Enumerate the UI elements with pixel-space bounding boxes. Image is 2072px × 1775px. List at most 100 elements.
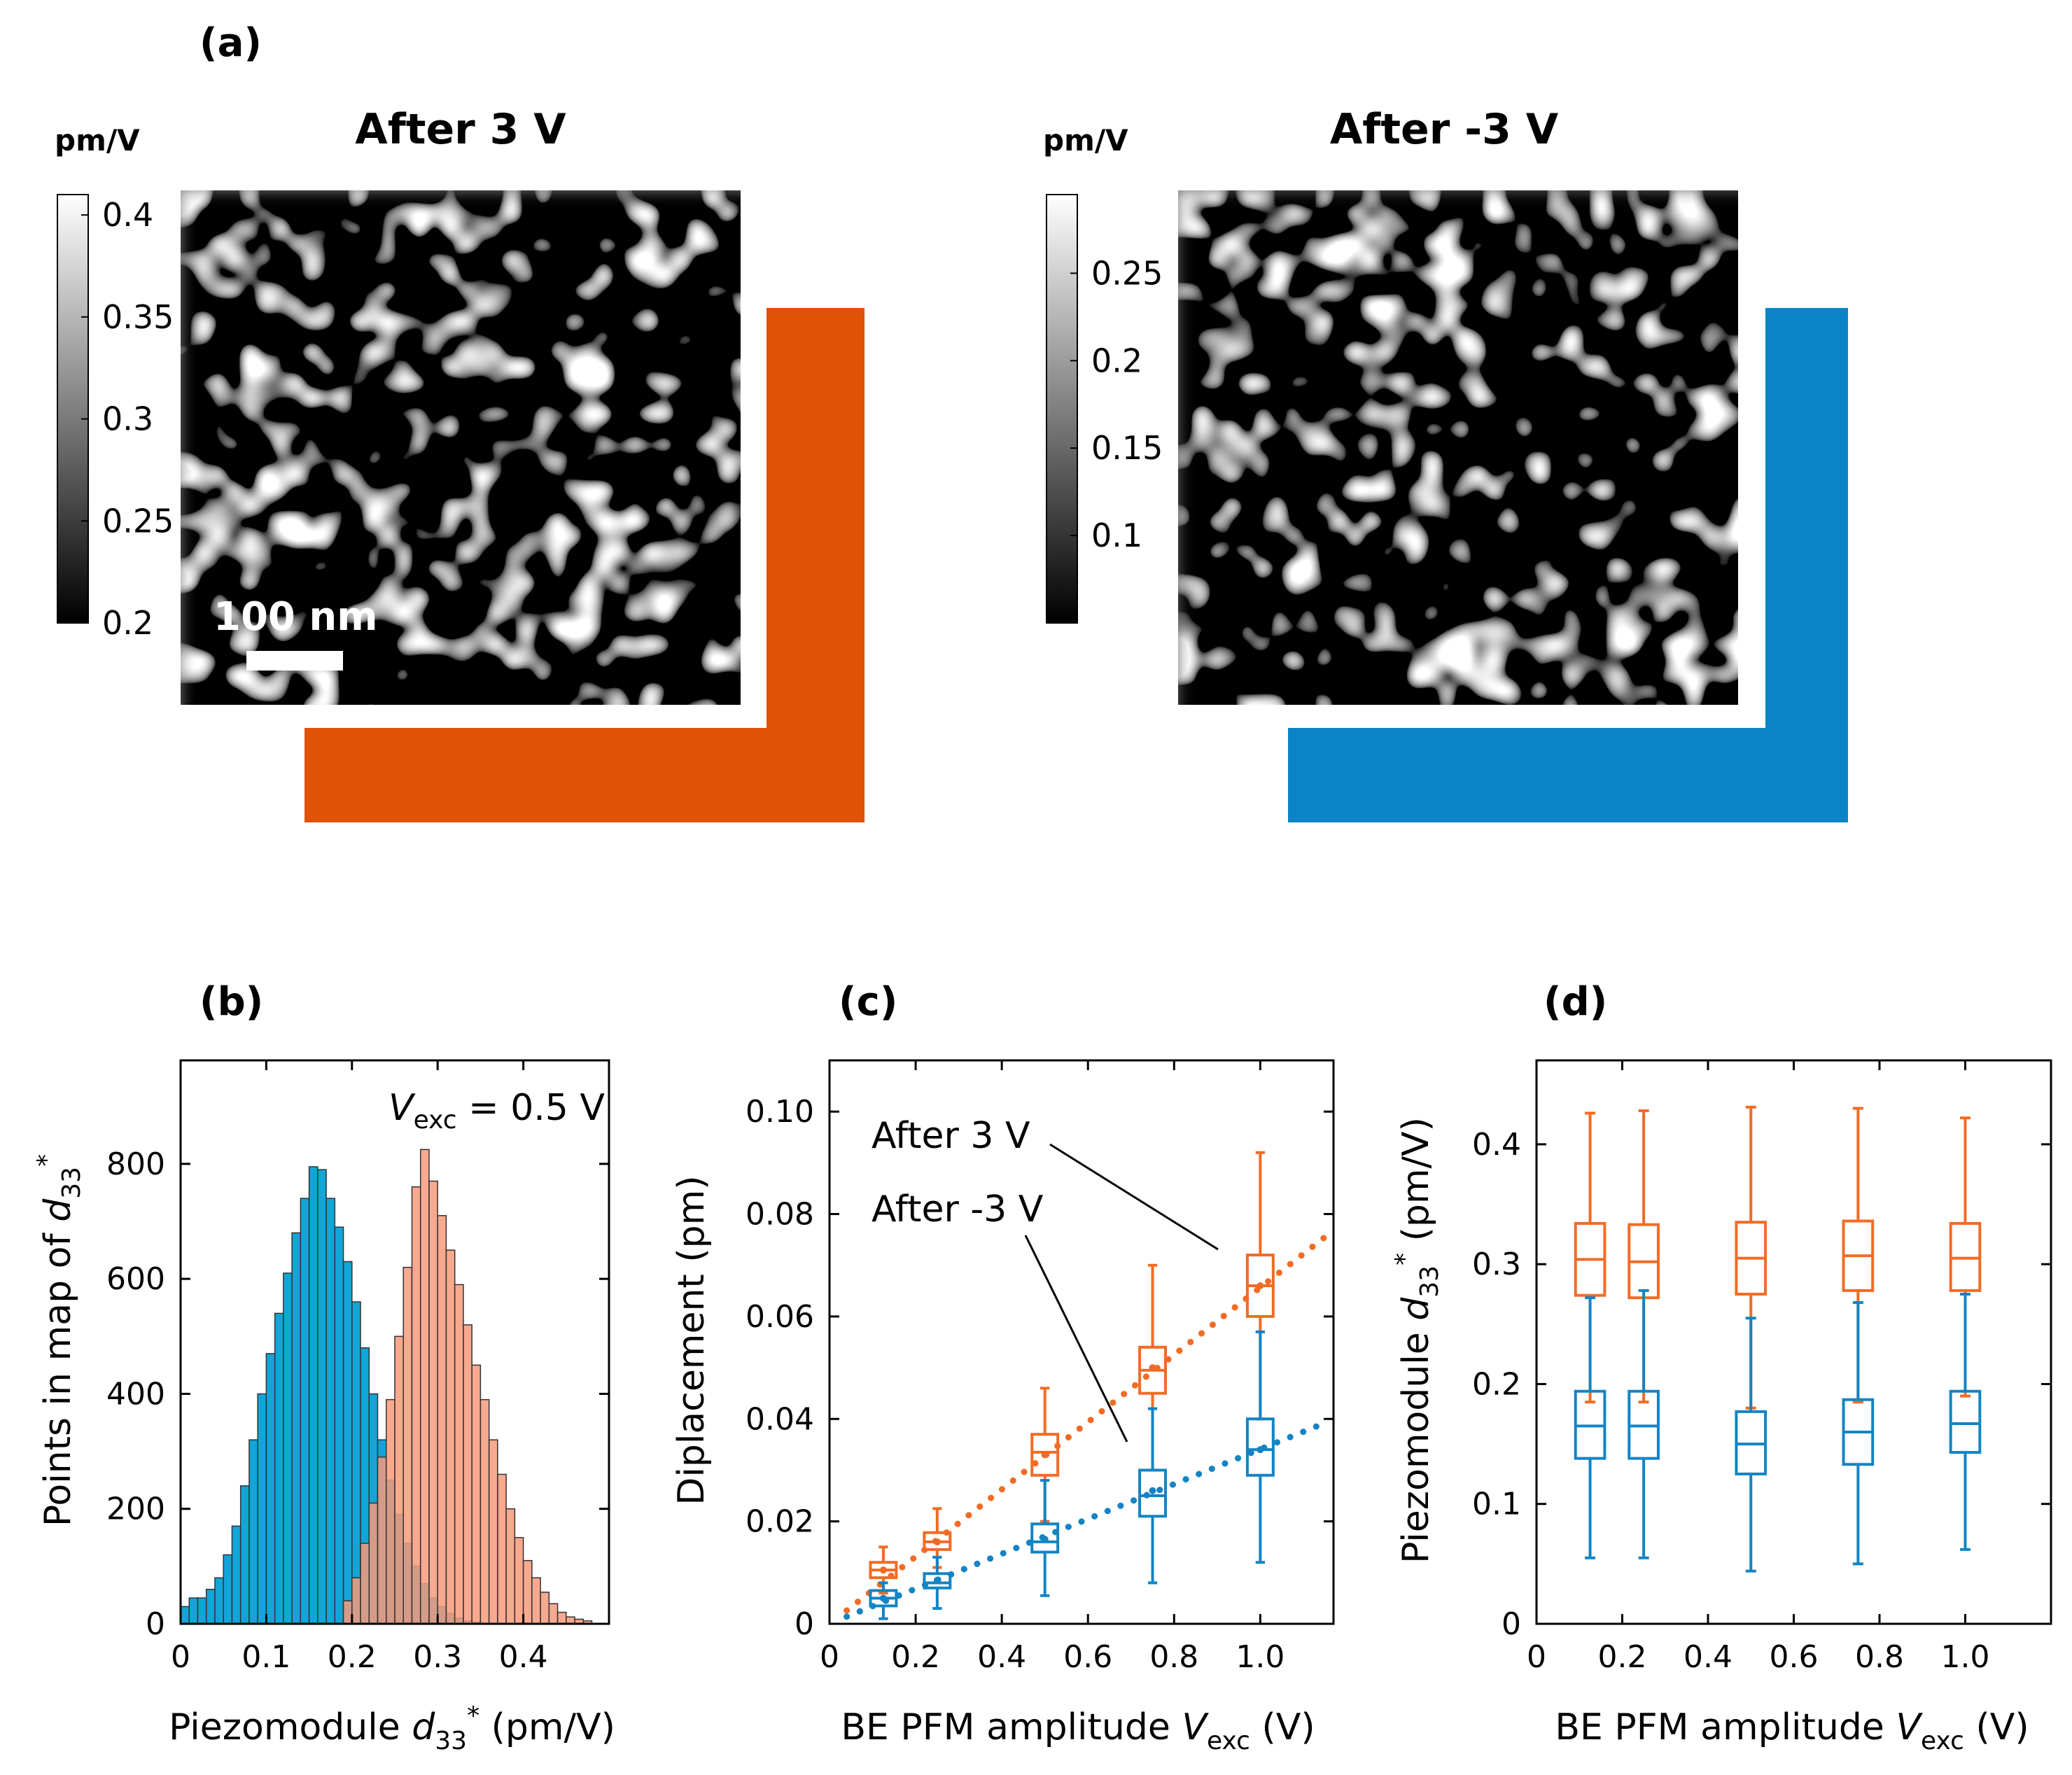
histogram-y-axis-label: Points in map of d33* xyxy=(32,1154,86,1527)
right-map-group: After -3 V pm/V 0.25 0.2 0.15 0.1 xyxy=(1043,105,1848,822)
histogram-bar xyxy=(231,1525,241,1625)
histogram-bar xyxy=(479,1398,490,1625)
displacement-x-tick-label: 0.8 xyxy=(1149,1639,1198,1675)
displacement-mean-point xyxy=(1041,1536,1049,1543)
right-colorbar: 0.25 0.2 0.15 0.1 xyxy=(1046,194,1163,624)
panel-c-label: (c) xyxy=(839,979,897,1025)
piezomodule-axes-frame xyxy=(1535,1059,2052,1625)
histogram-bar xyxy=(308,1166,318,1625)
displacement-mean-point xyxy=(1041,1451,1049,1459)
scale-bar-label: 100 nm xyxy=(214,594,378,640)
histogram-bar xyxy=(283,1272,293,1625)
displacement-y-tick-label: 0 xyxy=(794,1606,814,1642)
histogram-x-tick-label: 0.3 xyxy=(413,1639,462,1675)
panel-b-label: (b) xyxy=(200,979,263,1025)
right-colorbar-gradient xyxy=(1046,194,1078,624)
histogram-x-tick-label: 0.4 xyxy=(499,1639,548,1675)
histogram-bar xyxy=(351,1301,361,1625)
displacement-y-tick-label: 0.10 xyxy=(746,1094,814,1130)
displacement-x-tick-label: 1.0 xyxy=(1236,1639,1284,1675)
piezomodule-y-axis-label: Piezomodule d33* (pm/V) xyxy=(1390,1117,1444,1564)
histogram-bar xyxy=(180,1606,190,1625)
histogram-bar xyxy=(411,1186,421,1625)
piezomodule-x-tick-label: 0.6 xyxy=(1770,1639,1819,1675)
piezomodule-x-tick-label: 0.4 xyxy=(1684,1639,1732,1675)
displacement-y-tick-label: 0.08 xyxy=(746,1197,814,1233)
left-colorbar: 0.4 0.35 0.3 0.25 0.2 xyxy=(57,194,174,642)
piezomodule-x-tick-label: 0.2 xyxy=(1598,1639,1647,1675)
left-piezo-map xyxy=(181,190,741,705)
histogram-bar xyxy=(351,1577,361,1625)
histogram-bar xyxy=(197,1597,207,1625)
histogram-x-axis-label: Piezomodule d33* (pm/V) xyxy=(169,1702,615,1755)
histogram-bar xyxy=(419,1149,430,1625)
left-colorbar-gradient xyxy=(57,194,89,624)
histogram-bar xyxy=(488,1439,498,1625)
histogram-annotation: Vexc = 0.5 V xyxy=(388,1087,605,1135)
histogram-bar xyxy=(188,1597,199,1625)
piezomodule-x-tick-label: 0 xyxy=(1527,1639,1546,1675)
left-colorbar-tick-label: 0.35 xyxy=(102,298,174,336)
histogram-bar xyxy=(214,1577,224,1625)
histogram-bar xyxy=(471,1364,482,1625)
histogram-bar xyxy=(540,1592,550,1625)
histogram-bar xyxy=(334,1226,344,1625)
right-colorbar-tick-label: 0.1 xyxy=(1091,517,1142,554)
left-colorbar-tick-label: 0.25 xyxy=(102,502,174,540)
histogram-bar xyxy=(342,1600,353,1625)
histogram-x-tick-label: 0.2 xyxy=(328,1639,377,1675)
displacement-fit-line xyxy=(844,1419,1329,1620)
displacement-mean-point xyxy=(1256,1446,1264,1454)
histogram-bar xyxy=(300,1198,310,1625)
histogram-bar xyxy=(531,1577,541,1625)
left-map-group: After 3 V pm/V 0.4 0.35 0.3 0.25 0.2 100 nm xyxy=(55,105,864,822)
piezomodule-box xyxy=(1949,1389,1982,1454)
histogram-x-tick-label: 0 xyxy=(171,1639,190,1675)
displacement-y-tick-label: 0.06 xyxy=(746,1299,814,1335)
histogram-bar xyxy=(463,1324,472,1625)
displacement-y-tick-label: 0.02 xyxy=(746,1504,814,1540)
histogram-bar xyxy=(428,1180,438,1625)
displacement-y-axis-label: Diplacement (pm) xyxy=(671,1175,713,1505)
displacement-box xyxy=(1030,1522,1060,1554)
displacement-x-tick-label: 0.4 xyxy=(977,1639,1026,1675)
right-colorbar-tick-label: 0.25 xyxy=(1091,254,1163,292)
histogram-bar xyxy=(326,1198,336,1625)
piezomodule-x-tick-label: 1.0 xyxy=(1941,1639,1990,1675)
displacement-mean-point xyxy=(879,1566,887,1574)
histogram-bar xyxy=(522,1559,533,1625)
histogram-bar xyxy=(386,1398,396,1625)
right-map-title: After -3 V xyxy=(1330,105,1559,154)
left-colorbar-tick-label: 0.2 xyxy=(102,604,153,642)
histogram-bar xyxy=(257,1393,267,1625)
histogram-bar xyxy=(445,1249,456,1625)
piezomodule-chart: 0 0.2 0.4 0.6 0.8 1.0 0 0.1 0.2 0.3 0.4 BE PFM amp… xyxy=(1390,1059,2052,1755)
histogram-y-tick-label: 800 xyxy=(106,1146,165,1182)
histogram-bar xyxy=(505,1508,516,1625)
histogram-bar xyxy=(556,1611,567,1625)
piezomodule-y-tick-label: 0.1 xyxy=(1472,1487,1521,1522)
displacement-axes-frame xyxy=(828,1059,1335,1625)
histogram-y-tick-label: 200 xyxy=(106,1492,165,1527)
scale-bar xyxy=(246,651,343,671)
annotation-leader-after-minus3v xyxy=(1024,1235,1128,1443)
left-colorbar-tick-label: 0.4 xyxy=(102,196,153,234)
left-colorbar-unit: pm/V xyxy=(55,123,140,157)
histogram-bar xyxy=(239,1485,250,1625)
histogram-bar xyxy=(368,1502,379,1625)
displacement-x-tick-label: 0.2 xyxy=(891,1639,940,1675)
histogram-axes-frame xyxy=(179,1059,610,1625)
displacement-box xyxy=(1138,1468,1167,1518)
histogram-bar xyxy=(548,1603,559,1625)
histogram-y-tick-label: 400 xyxy=(106,1376,165,1412)
histogram-bar xyxy=(454,1284,464,1625)
piezomodule-y-tick-label: 0.2 xyxy=(1472,1366,1521,1402)
panel-d-label: (d) xyxy=(1544,979,1607,1025)
displacement-mean-point xyxy=(879,1594,887,1602)
displacement-mean-point xyxy=(1256,1282,1264,1289)
annotation-leader-after-3v xyxy=(1049,1143,1219,1251)
histogram-bar xyxy=(402,1266,413,1625)
histogram-bar xyxy=(377,1457,387,1625)
